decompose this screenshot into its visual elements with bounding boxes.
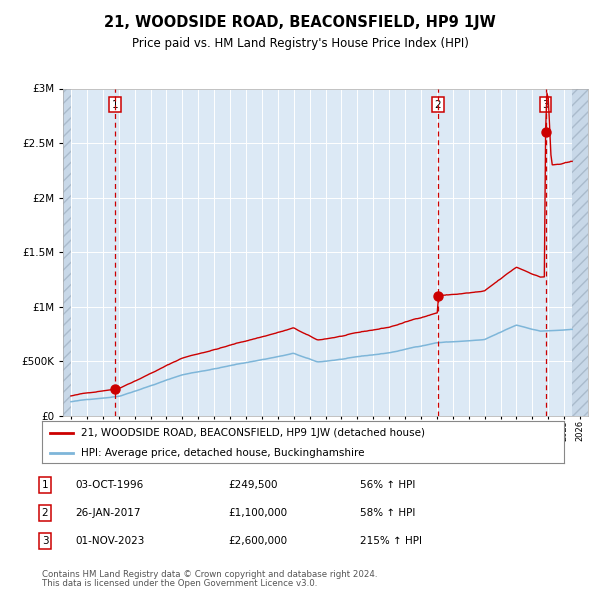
Text: 21, WOODSIDE ROAD, BEACONSFIELD, HP9 1JW: 21, WOODSIDE ROAD, BEACONSFIELD, HP9 1JW	[104, 15, 496, 30]
Text: 3: 3	[41, 536, 49, 546]
Text: 2: 2	[41, 508, 49, 518]
Text: £2,600,000: £2,600,000	[228, 536, 287, 546]
Text: 1: 1	[112, 100, 118, 110]
Text: This data is licensed under the Open Government Licence v3.0.: This data is licensed under the Open Gov…	[42, 579, 317, 588]
Text: 21, WOODSIDE ROAD, BEACONSFIELD, HP9 1JW (detached house): 21, WOODSIDE ROAD, BEACONSFIELD, HP9 1JW…	[81, 428, 425, 438]
Text: HPI: Average price, detached house, Buckinghamshire: HPI: Average price, detached house, Buck…	[81, 448, 365, 457]
Text: 58% ↑ HPI: 58% ↑ HPI	[360, 508, 415, 518]
Text: 56% ↑ HPI: 56% ↑ HPI	[360, 480, 415, 490]
Text: £249,500: £249,500	[228, 480, 277, 490]
Text: £1,100,000: £1,100,000	[228, 508, 287, 518]
Text: 26-JAN-2017: 26-JAN-2017	[75, 508, 140, 518]
Text: 03-OCT-1996: 03-OCT-1996	[75, 480, 143, 490]
Text: Contains HM Land Registry data © Crown copyright and database right 2024.: Contains HM Land Registry data © Crown c…	[42, 570, 377, 579]
Text: 01-NOV-2023: 01-NOV-2023	[75, 536, 145, 546]
Text: 215% ↑ HPI: 215% ↑ HPI	[360, 536, 422, 546]
Text: Price paid vs. HM Land Registry's House Price Index (HPI): Price paid vs. HM Land Registry's House …	[131, 37, 469, 50]
Text: 2: 2	[434, 100, 441, 110]
Text: 1: 1	[41, 480, 49, 490]
Text: 3: 3	[542, 100, 549, 110]
